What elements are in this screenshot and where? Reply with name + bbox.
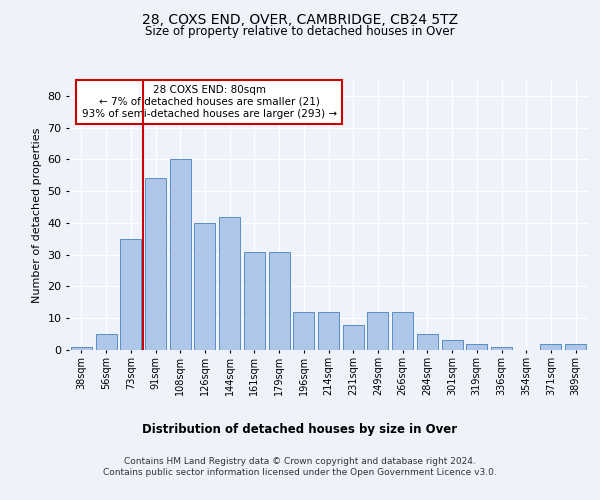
Text: Size of property relative to detached houses in Over: Size of property relative to detached ho…: [145, 25, 455, 38]
Text: Distribution of detached houses by size in Over: Distribution of detached houses by size …: [142, 422, 458, 436]
Bar: [269, 252, 290, 350]
Bar: [541, 344, 562, 350]
Bar: [194, 223, 215, 350]
Bar: [145, 178, 166, 350]
Bar: [95, 334, 116, 350]
Bar: [343, 324, 364, 350]
Bar: [442, 340, 463, 350]
Y-axis label: Number of detached properties: Number of detached properties: [32, 128, 41, 302]
Text: Contains HM Land Registry data © Crown copyright and database right 2024.
Contai: Contains HM Land Registry data © Crown c…: [103, 458, 497, 477]
Bar: [392, 312, 413, 350]
Text: 28, COXS END, OVER, CAMBRIDGE, CB24 5TZ: 28, COXS END, OVER, CAMBRIDGE, CB24 5TZ: [142, 12, 458, 26]
Bar: [244, 252, 265, 350]
Bar: [491, 347, 512, 350]
Bar: [120, 239, 141, 350]
Bar: [318, 312, 339, 350]
Bar: [219, 216, 240, 350]
Bar: [293, 312, 314, 350]
Bar: [466, 344, 487, 350]
Bar: [170, 160, 191, 350]
Bar: [71, 347, 92, 350]
Bar: [367, 312, 388, 350]
Bar: [417, 334, 438, 350]
Text: 28 COXS END: 80sqm
← 7% of detached houses are smaller (21)
93% of semi-detached: 28 COXS END: 80sqm ← 7% of detached hous…: [82, 86, 337, 118]
Bar: [565, 344, 586, 350]
